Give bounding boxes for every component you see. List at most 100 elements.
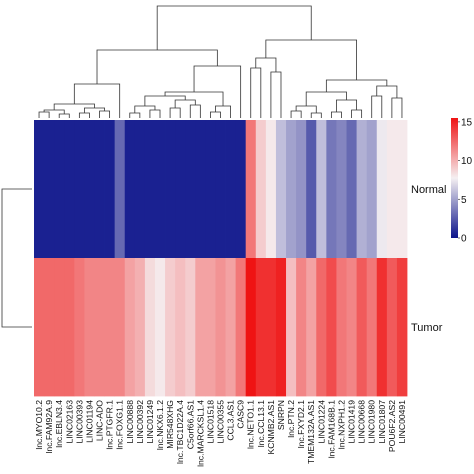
dendrogram-branch — [371, 95, 383, 118]
heatmap-cell — [44, 258, 55, 397]
heatmap-cell — [64, 258, 75, 397]
column-label: LINC01980 — [367, 400, 377, 444]
column-label: lnc.FOXG1.1 — [115, 400, 125, 450]
heatmap-cell — [215, 120, 226, 259]
heatmap-cell — [215, 258, 226, 397]
dendrogram-branch — [53, 103, 95, 110]
heatmap-cell — [306, 258, 317, 397]
heatmap-cell — [286, 258, 297, 397]
heatmap-cell — [195, 120, 206, 259]
heatmap-cell — [154, 258, 166, 397]
column-label: C5orf66.AS1 — [185, 400, 195, 449]
heatmap-cell — [255, 258, 267, 397]
row-dendrogram — [1, 188, 32, 328]
heatmap-cell — [296, 258, 307, 397]
heatmap-cell — [84, 258, 95, 397]
heatmap-cell — [114, 258, 126, 397]
column-label: LINC00888 — [125, 400, 135, 444]
heatmap-cell — [154, 120, 166, 259]
heatmap-cell — [44, 120, 55, 259]
heatmap-cell — [104, 120, 116, 259]
heatmap-cell — [336, 258, 347, 397]
column-label: lnc.PTN.2 — [286, 400, 296, 438]
column-dendrogram — [38, 5, 403, 118]
heatmap-cell — [165, 258, 176, 397]
heatmap-cell — [225, 258, 237, 397]
column-label: LINC01419 — [347, 400, 357, 444]
heatmap-cell — [235, 258, 247, 397]
color-scale-bar — [451, 118, 458, 238]
column-label: LINC-ADO — [95, 400, 105, 441]
heatmap-cell — [306, 120, 317, 259]
dendrogram-branch — [391, 97, 403, 118]
dendrogram-branch — [169, 107, 181, 118]
heatmap-cell — [94, 120, 105, 259]
heatmap-cell — [114, 120, 126, 259]
dendrogram-branch — [99, 110, 111, 118]
heatmap-cell — [235, 120, 247, 259]
heatmap-cell — [84, 120, 95, 259]
heatmap-cell — [326, 258, 337, 397]
heatmap-cell — [265, 258, 277, 397]
dendrogram-branch — [164, 91, 224, 106]
heatmap-cell — [144, 120, 156, 259]
heatmap-cell — [134, 120, 146, 259]
column-label: LINC02163 — [64, 400, 74, 444]
dendrogram-branch — [351, 109, 363, 118]
column-label: LINC01807 — [377, 400, 387, 444]
heatmap-cell — [326, 120, 337, 259]
column-label: TMEM132A.AS1 — [306, 400, 316, 464]
dendrogram-branch — [58, 113, 70, 118]
heatmap-cell — [124, 258, 136, 397]
color-scale-legend: 15 10 5 0 — [451, 117, 473, 245]
heatmap-cell — [275, 120, 287, 259]
heatmap-cell — [165, 120, 176, 259]
heatmap-cell — [376, 120, 388, 259]
dendrogram-branch — [290, 110, 302, 118]
row-label: Normal — [411, 184, 446, 196]
heatmap-cell — [175, 120, 186, 259]
column-label: LINC00393 — [74, 400, 84, 444]
heatmap-cell — [296, 120, 307, 259]
heatmap-cell — [386, 258, 398, 397]
heatmap-cell — [34, 120, 45, 259]
heatmap-cell — [205, 258, 216, 397]
column-label: LINC00392 — [135, 400, 145, 444]
column-label: lnc.MYO10.2 — [34, 400, 44, 450]
dendrogram-branch — [78, 112, 90, 118]
heatmap-cell — [104, 258, 116, 397]
dendrogram-branch — [295, 105, 317, 113]
color-scale-tick-label: 5 — [461, 195, 467, 206]
heatmap-cell — [94, 258, 105, 397]
dendrogram-branch — [265, 39, 357, 80]
dendrogram-branch — [310, 112, 322, 118]
heatmap-cell — [185, 258, 196, 397]
column-labels: lnc.MYO10.2 lnc.FAM92A.9 lnc.EBLN3.4 LINC02… — [34, 400, 407, 467]
heatmap-cell — [316, 258, 327, 397]
column-label: MIR548XHG — [165, 400, 175, 449]
heatmap-cell — [346, 258, 357, 397]
dendrogram-branch — [250, 67, 262, 118]
dendrogram-branch — [149, 109, 161, 118]
column-label: LINC00355 — [216, 400, 226, 444]
dendrogram-branch — [134, 105, 156, 113]
heatmap-cell — [265, 120, 277, 259]
heatmap-cell — [336, 120, 347, 259]
column-label: CASC9 — [236, 400, 246, 429]
heatmap-cell — [54, 120, 65, 259]
column-label: lnc.TBC1D22A.4 — [175, 400, 185, 464]
heatmap-cell — [366, 258, 378, 397]
heatmap-cell — [185, 120, 196, 259]
heatmap-cell — [255, 120, 267, 259]
dendrogram-branch — [84, 107, 105, 113]
column-label: CCL3.AS1 — [226, 400, 236, 441]
heatmap-cell — [124, 120, 136, 259]
heatmap-cell — [175, 258, 186, 397]
dendrogram-branch — [189, 104, 201, 118]
column-label: LINC00668 — [357, 400, 367, 444]
column-label: lnc.FAM92A.9 — [44, 400, 54, 454]
column-label: lnc.NKX6.1.2 — [155, 400, 165, 450]
column-label: LINC00491 — [397, 400, 407, 444]
column-label: lnc.MARCKSL1.4 — [195, 400, 205, 467]
